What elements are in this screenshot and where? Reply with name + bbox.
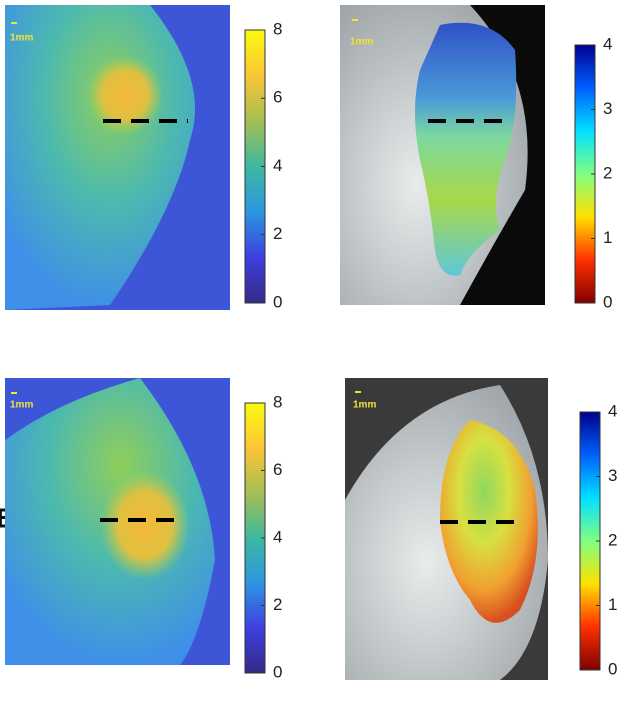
colorbar-tick-label: 1	[603, 228, 612, 247]
colorbar-tick-label: 4	[273, 156, 282, 175]
colorbar-tick-label: 8	[273, 392, 282, 411]
image-panel: 1mm	[345, 378, 548, 680]
scale-label: 1mm	[350, 37, 373, 48]
colorbar-tick-label: 4	[273, 527, 282, 546]
colorbar-tick-label: 0	[603, 292, 612, 311]
colorbar-tick-label: 4	[603, 34, 612, 53]
colorbar-tick-label: 6	[273, 88, 282, 107]
image-panel: 1mm	[5, 5, 230, 310]
colorbar-tick-label: 8	[273, 19, 282, 38]
colorbar-tick-label: 2	[603, 163, 612, 182]
colorbar-tick-label: 2	[273, 595, 282, 614]
colorbar-tick-label: 4	[608, 401, 617, 420]
image-panel: 1mm	[5, 378, 230, 665]
colorbar-tick-label: 0	[273, 662, 282, 681]
colorbar-tick-label: 0	[608, 659, 617, 678]
colorbar-tick-label: 6	[273, 460, 282, 479]
colorbar-tick-label: 3	[608, 466, 617, 485]
colorbar-tick-label: 1	[608, 595, 617, 614]
scale-label: 1mm	[10, 33, 33, 44]
scale-label: 1mm	[10, 400, 33, 411]
colorbar-tick-label: 0	[273, 292, 282, 311]
colorbar-tick-label: 2	[273, 224, 282, 243]
colorbar-tick-label: 3	[603, 99, 612, 118]
scale-label: 1mm	[353, 400, 376, 411]
image-panel: 1mm	[340, 5, 545, 305]
colorbar-tick-label: 2	[608, 530, 617, 549]
